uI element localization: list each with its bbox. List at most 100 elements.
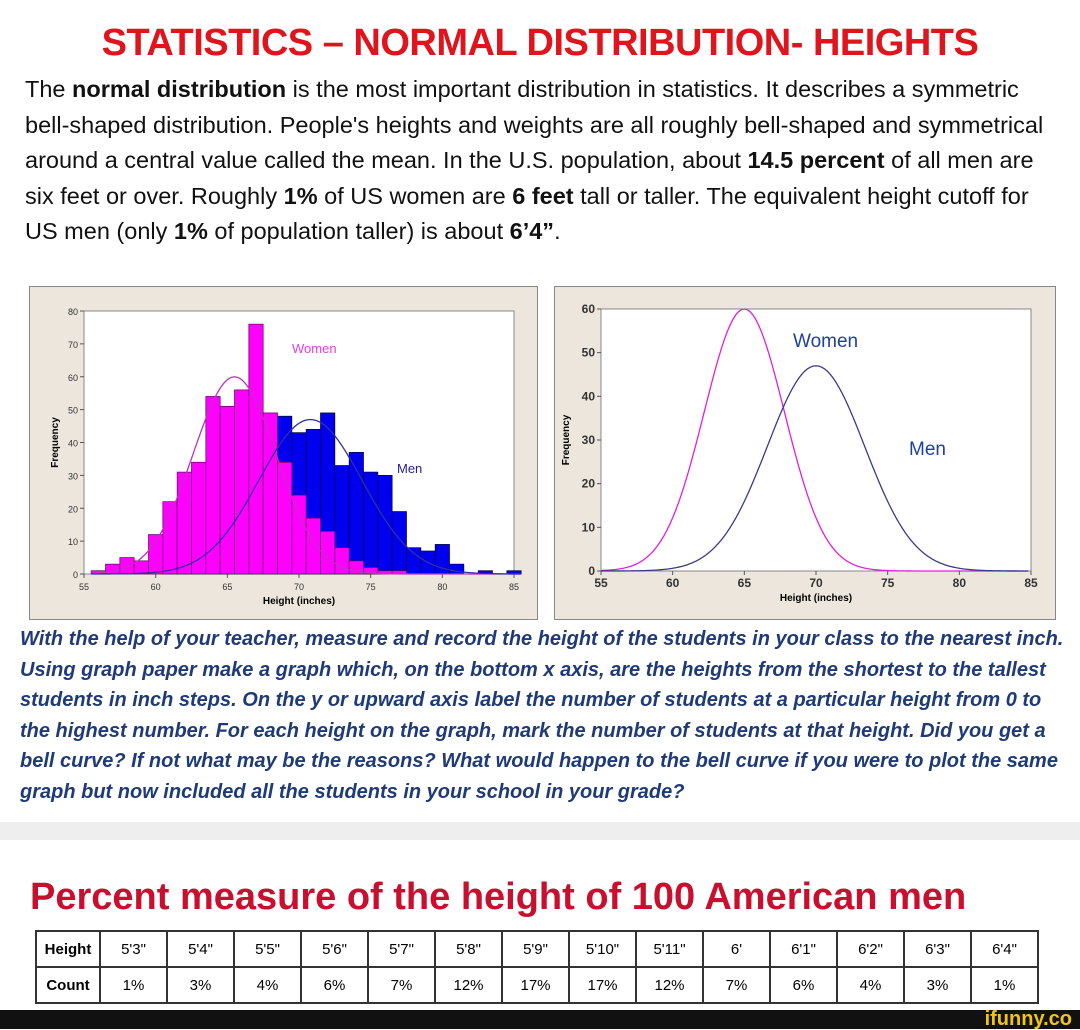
height-cell: 5'11" [635,930,704,968]
women-bar [176,471,192,575]
activity-question: With the help of your teacher, measure a… [20,628,1064,803]
height-cell: 5'6" [300,930,369,968]
men-label: Men [909,439,946,460]
row-header: Height [35,930,101,968]
count-cell: 3% [903,966,972,1004]
table-row: Count 1% 3% 4% 6% 7% 12% 17% 17% 12% 7% 6% 4% 3% 1% [35,966,1039,1004]
count-cell: 3% [166,966,235,1004]
y-tick-label: 60 [582,302,596,316]
count-cell: 4% [233,966,302,1004]
y-tick-label: 40 [582,389,596,403]
text: is the most important distribution in st… [25,76,1044,173]
y-tick-label: 60 [68,373,78,383]
x-tick-label: 70 [809,576,823,590]
bold-text: 6 feet [512,182,574,209]
text: The [25,76,73,102]
y-tick-label: 10 [582,520,596,534]
y-tick-label: 70 [68,340,78,350]
women-bar [248,323,264,575]
women-bar [133,560,149,575]
height-cell: 6'2" [836,930,905,968]
women-curve [91,376,522,575]
bold-text: 1% [173,218,208,244]
x-tick-label: 85 [509,582,519,592]
count-cell: 6% [300,966,369,1004]
height-cell: 6' [702,930,771,968]
count-cell: 4% [836,966,905,1004]
women-bar [119,557,135,575]
count-cell: 7% [702,966,771,1004]
count-cell: 17% [501,966,570,1004]
y-axis-label: Frequency [50,417,61,468]
y-tick-label: 20 [582,477,596,491]
plot-area [600,308,1032,572]
count-cell: 1% [970,966,1039,1004]
x-tick-label: 75 [881,576,895,590]
y-axis-label: Frequency [561,414,572,465]
x-tick-label: 55 [594,576,608,590]
table-title: Percent measure of the height of 100 Ame… [30,876,967,918]
x-tick-label: 80 [437,582,447,592]
watermark-logo: ifunny.co [984,1008,1072,1030]
count-cell: 12% [635,966,704,1004]
text: of US women are [317,182,513,209]
women-bar [334,547,350,575]
y-tick-label: 40 [68,439,78,449]
text: of population taller) is about [207,218,510,244]
page-title: STATISTICS – NORMAL DISTRIBUTION- HEIGHT… [101,22,979,64]
histogram-chart: 55 60 65 70 75 80 85 0 10 20 30 40 50 60 70 80 Height (i… [29,286,538,620]
bold-text: 6’4” [509,218,555,244]
women-label: Women [793,331,858,352]
y-tick-label: 20 [68,504,78,514]
women-bar [191,461,207,575]
x-axis-label: Height (inches) [263,596,335,607]
y-tick-label: 80 [68,307,78,317]
y-tick-label: 30 [68,471,78,481]
men-bar [391,511,407,575]
women-curve [600,308,1029,572]
x-tick-label: 85 [1024,576,1038,590]
y-tick-label: 50 [582,346,596,360]
men-bar [377,475,393,575]
count-cell: 12% [434,966,503,1004]
count-cell: 1% [99,966,168,1004]
x-tick-label: 60 [151,582,161,592]
y-tick-label: 50 [68,406,78,416]
y-tick-label: 0 [73,570,78,580]
x-tick-label: 80 [953,576,967,590]
count-cell: 7% [367,966,436,1004]
text: of all men are six feet or over. Roughly [25,147,1034,209]
divider [0,822,1080,840]
bold-text: 14.5 percent [747,147,885,173]
x-tick-label: 55 [79,582,89,592]
height-table: Height 5'3" 5'4" 5'5" 5'6" 5'7" 5'8" 5'9" 5'10" 5… [35,930,1039,1004]
height-cell: 5'5" [233,930,302,968]
count-cell: 17% [568,966,637,1004]
height-cell: 6'1" [769,930,838,968]
men-label: Men [397,461,422,476]
height-cell: 5'8" [434,930,503,968]
height-cell: 5'10" [568,930,637,968]
height-cell: 5'4" [166,930,235,968]
x-tick-label: 65 [738,576,752,590]
x-tick-label: 65 [222,582,232,592]
height-cell: 5'3" [99,930,168,968]
women-bar [234,389,250,575]
men-curve [600,365,1029,572]
bell-curve-chart: 55 60 65 70 75 80 85 0 10 20 30 40 50 60 Height (inche… [554,286,1056,620]
x-axis-label: Height (inches) [780,593,852,604]
row-header: Count [35,966,101,1004]
y-tick-label: 30 [582,433,596,447]
men-curve [91,418,522,575]
women-bar [162,501,178,575]
women-bar [305,517,321,575]
height-cell: 6'3" [903,930,972,968]
x-tick-label: 70 [294,582,304,592]
men-bar [406,547,422,575]
height-cell: 6'4" [970,930,1039,968]
women-bar [291,494,307,575]
height-cell: 5'9" [501,930,570,968]
y-tick-label: 0 [588,564,595,578]
text: tall or taller. The equivalent height cu… [25,182,1029,245]
intro-paragraph: The normal distribution is the most impo… [25,72,1065,250]
